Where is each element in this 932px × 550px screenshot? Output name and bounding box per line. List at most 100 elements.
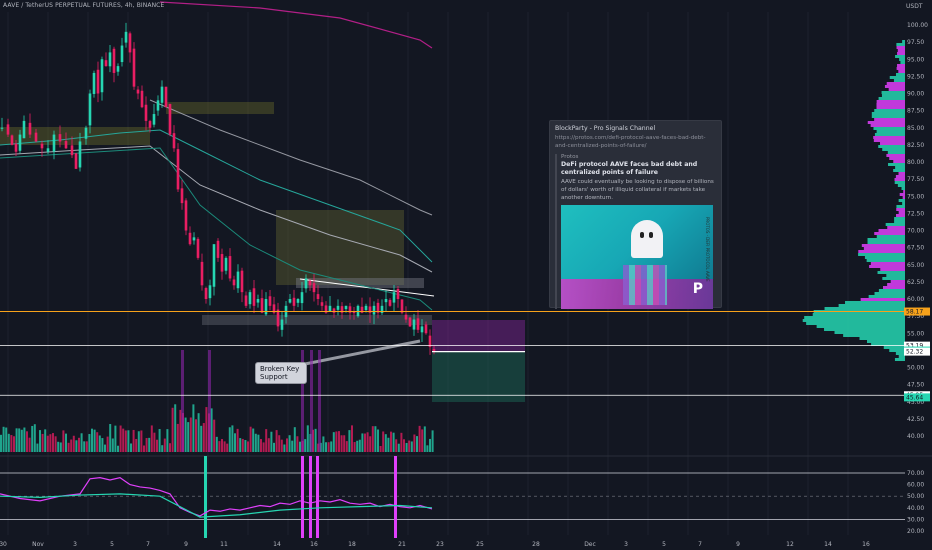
- volume-bar: [333, 432, 335, 452]
- volume-profile-bar: [878, 271, 905, 274]
- volume-profile-bar: [880, 142, 905, 145]
- volume-profile-bar: [893, 160, 905, 163]
- candle-body: [365, 306, 368, 310]
- volume-bar: [81, 433, 83, 452]
- volume-profile-bar: [879, 229, 905, 232]
- volume-profile-bar: [897, 46, 905, 49]
- volume-bar: [203, 423, 205, 452]
- volume-bar: [88, 434, 90, 452]
- candle-body: [289, 299, 292, 303]
- price-tick: 40.00: [907, 433, 924, 440]
- osc-tick: 30.00: [907, 516, 924, 523]
- volume-bar: [359, 440, 361, 452]
- volume-bar: [107, 437, 109, 452]
- volume-profile-bar: [894, 79, 905, 82]
- volume-bar: [5, 428, 7, 452]
- osc-tick: 70.00: [907, 470, 924, 477]
- candle-body: [413, 320, 416, 330]
- volume-profile-bar: [884, 346, 905, 349]
- candle-body: [357, 306, 360, 316]
- volume-profile-bar: [896, 208, 905, 211]
- volume-profile-bar: [874, 118, 905, 121]
- volume-bar: [408, 441, 410, 452]
- time-tick: 30: [0, 541, 7, 548]
- candle-body: [97, 70, 100, 94]
- volume-profile-bar: [896, 205, 905, 208]
- candle-body: [309, 281, 312, 285]
- volume-bar: [224, 441, 226, 452]
- time-tick: Nov: [32, 541, 44, 548]
- volume-bar: [104, 445, 106, 452]
- volume-profile-bar: [894, 220, 905, 223]
- volume-profile-bar: [903, 190, 905, 193]
- volume-profile-bar: [893, 169, 905, 172]
- volume-bar: [257, 435, 259, 452]
- candle-body: [305, 278, 308, 288]
- news-source[interactable]: BlockParty - Pro Signals Channel: [555, 125, 716, 132]
- candle-body: [15, 144, 18, 152]
- volume-profile-bar: [894, 217, 905, 220]
- news-popup[interactable]: BlockParty - Pro Signals Channel https:/…: [549, 120, 722, 308]
- volume-bar: [270, 432, 272, 452]
- volume-bar: [307, 425, 309, 452]
- news-title[interactable]: DeFi protocol AAVE faces bad debt and ce…: [561, 161, 716, 177]
- volume-profile-bar: [839, 304, 905, 307]
- candle-body: [393, 292, 396, 302]
- volume-bar: [185, 418, 187, 452]
- candle-body: [113, 49, 116, 73]
- volume-bar: [148, 438, 150, 452]
- volume-bar: [348, 430, 350, 452]
- volume-bar: [164, 439, 166, 452]
- volume-bar: [55, 436, 57, 452]
- volume-bar: [166, 429, 168, 452]
- volume-profile-bar: [902, 40, 905, 43]
- volume-profile-bar: [882, 94, 905, 97]
- news-url[interactable]: https://protos.com/defi-protocol-aave-fa…: [555, 134, 716, 150]
- volume-bar: [411, 441, 413, 452]
- volume-profile-bar: [888, 151, 905, 154]
- volume-bar: [0, 435, 2, 452]
- annotation-callout[interactable]: Broken Key Support: [255, 362, 307, 384]
- volume-profile-bar: [875, 133, 905, 136]
- price-tick: 67.50: [907, 245, 924, 252]
- candle-body: [101, 59, 104, 92]
- supply-zone: [276, 210, 404, 285]
- price-tick: 75.00: [907, 193, 924, 200]
- news-card[interactable]: Protos DeFi protocol AAVE faces bad debt…: [555, 154, 716, 309]
- volume-profile-bar: [875, 292, 905, 295]
- candle-body: [161, 87, 164, 103]
- candle-body: [281, 320, 284, 330]
- volume-bar: [361, 433, 363, 452]
- volume-profile-bar: [890, 76, 905, 79]
- volume-bar: [395, 439, 397, 452]
- volume-profile-bar: [895, 178, 905, 181]
- volume-bar: [75, 440, 77, 452]
- volume-bar: [237, 429, 239, 452]
- volume-bar: [369, 436, 371, 452]
- price-label: 52.32: [906, 349, 923, 356]
- volume-profile-bar: [858, 253, 905, 256]
- volume-bar: [26, 431, 28, 452]
- candle-body: [29, 123, 32, 135]
- volume-spike: [310, 350, 313, 452]
- candle-body: [189, 233, 192, 244]
- candle-body: [253, 288, 256, 306]
- volume-bar: [125, 430, 127, 452]
- news-thumbnail[interactable]: P PROTOS · DEFI PROTOCOL AAVE: [561, 205, 713, 309]
- volume-profile-bar: [861, 298, 905, 301]
- candle-body: [205, 288, 208, 299]
- volume-bar: [138, 431, 140, 452]
- candle-body: [133, 49, 136, 87]
- volume-bar: [135, 439, 137, 452]
- volume-bar: [169, 443, 171, 452]
- volume-profile-bar: [896, 175, 905, 178]
- volume-bar: [400, 433, 402, 452]
- volume-bar: [36, 444, 38, 452]
- price-tick: 62.50: [907, 279, 924, 286]
- thumbnail-pixels: [623, 265, 667, 305]
- candle-body: [1, 128, 4, 129]
- candle-body: [85, 128, 88, 139]
- volume-bar: [325, 442, 327, 452]
- volume-bar: [387, 438, 389, 452]
